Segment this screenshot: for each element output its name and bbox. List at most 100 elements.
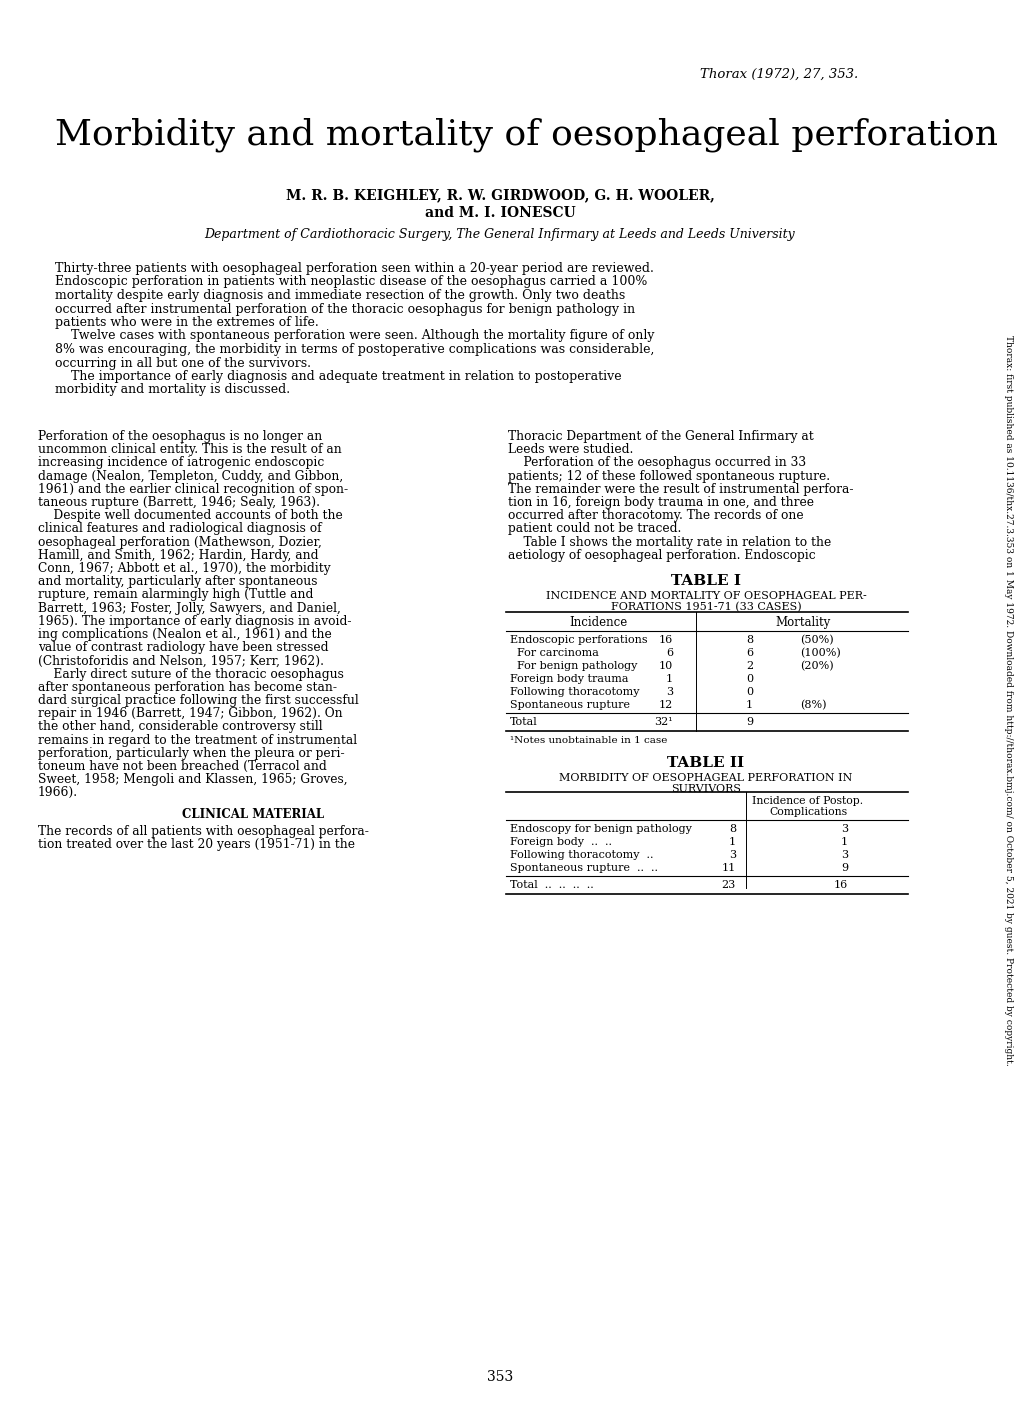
Text: The records of all patients with oesophageal perfora-: The records of all patients with oesopha…: [38, 825, 369, 838]
Text: patient could not be traced.: patient could not be traced.: [507, 523, 681, 535]
Text: 1: 1: [745, 700, 752, 710]
Text: mortality despite early diagnosis and immediate resection of the growth. Only tw: mortality despite early diagnosis and im…: [55, 289, 625, 303]
Text: Conn, 1967; Abbott et al., 1970), the morbidity: Conn, 1967; Abbott et al., 1970), the mo…: [38, 562, 330, 574]
Text: Complications: Complications: [768, 807, 846, 817]
Text: patients who were in the extremes of life.: patients who were in the extremes of lif…: [55, 317, 319, 329]
Text: Twelve cases with spontaneous perforation were seen. Although the mortality figu: Twelve cases with spontaneous perforatio…: [55, 329, 654, 342]
Text: tion treated over the last 20 years (1951-71) in the: tion treated over the last 20 years (195…: [38, 838, 355, 850]
Text: occurring in all but one of the survivors.: occurring in all but one of the survivor…: [55, 356, 311, 370]
Text: FORATIONS 1951-71 (33 CASES): FORATIONS 1951-71 (33 CASES): [610, 602, 801, 612]
Text: toneum have not been breached (Terracol and: toneum have not been breached (Terracol …: [38, 759, 326, 773]
Text: Perforation of the oesophagus occurred in 33: Perforation of the oesophagus occurred i…: [507, 457, 805, 469]
Text: Table I shows the mortality rate in relation to the: Table I shows the mortality rate in rela…: [507, 535, 830, 549]
Text: Following thoracotomy: Following thoracotomy: [510, 686, 639, 698]
Text: Despite well documented accounts of both the: Despite well documented accounts of both…: [38, 509, 342, 523]
Text: the other hand, considerable controversy still: the other hand, considerable controversy…: [38, 720, 322, 733]
Text: (20%): (20%): [799, 661, 833, 671]
Text: 8% was encouraging, the morbidity in terms of postoperative complications was co: 8% was encouraging, the morbidity in ter…: [55, 343, 654, 356]
Text: occurred after instrumental perforation of the thoracic oesophagus for benign pa: occurred after instrumental perforation …: [55, 303, 635, 315]
Text: 6: 6: [745, 649, 752, 658]
Text: remains in regard to the treatment of instrumental: remains in regard to the treatment of in…: [38, 734, 357, 747]
Text: Hamill, and Smith, 1962; Hardin, Hardy, and: Hamill, and Smith, 1962; Hardin, Hardy, …: [38, 549, 318, 562]
Text: Foreign body trauma: Foreign body trauma: [510, 674, 628, 684]
Text: 3: 3: [665, 686, 673, 698]
Text: For carcinoma: For carcinoma: [510, 649, 598, 658]
Text: 1: 1: [840, 836, 847, 848]
Text: SURVIVORS: SURVIVORS: [671, 785, 740, 794]
Text: 8: 8: [729, 824, 736, 834]
Text: Total  ..  ..  ..  ..: Total .. .. .. ..: [510, 880, 593, 890]
Text: value of contrast radiology have been stressed: value of contrast radiology have been st…: [38, 642, 328, 654]
Text: For benign pathology: For benign pathology: [510, 661, 637, 671]
Text: Thorax (1972), 27, 353.: Thorax (1972), 27, 353.: [699, 69, 857, 81]
Text: Thorax: first published as 10.1136/thx.27.3.353 on 1 May 1972. Downloaded from h: Thorax: first published as 10.1136/thx.2…: [1003, 335, 1012, 1065]
Text: Department of Cardiothoracic Surgery, The General Infirmary at Leeds and Leeds U: Department of Cardiothoracic Surgery, Th…: [205, 228, 795, 241]
Text: 6: 6: [665, 649, 673, 658]
Text: 11: 11: [721, 863, 736, 873]
Text: aetiology of oesophageal perforation. Endoscopic: aetiology of oesophageal perforation. En…: [507, 549, 815, 562]
Text: Morbidity and mortality of oesophageal perforation: Morbidity and mortality of oesophageal p…: [55, 118, 997, 153]
Text: 0: 0: [745, 674, 752, 684]
Text: taneous rupture (Barrett, 1946; Sealy, 1963).: taneous rupture (Barrett, 1946; Sealy, 1…: [38, 496, 320, 509]
Text: Total: Total: [510, 717, 537, 727]
Text: oesophageal perforation (Mathewson, Dozier,: oesophageal perforation (Mathewson, Dozi…: [38, 535, 322, 549]
Text: The remainder were the result of instrumental perfora-: The remainder were the result of instrum…: [507, 483, 853, 496]
Text: 9: 9: [840, 863, 847, 873]
Text: 16: 16: [658, 635, 673, 644]
Text: 9: 9: [745, 717, 752, 727]
Text: increasing incidence of iatrogenic endoscopic: increasing incidence of iatrogenic endos…: [38, 457, 324, 469]
Text: 0: 0: [745, 686, 752, 698]
Text: 12: 12: [658, 700, 673, 710]
Text: patients; 12 of these followed spontaneous rupture.: patients; 12 of these followed spontaneo…: [507, 469, 829, 482]
Text: Incidence: Incidence: [569, 616, 627, 629]
Text: dard surgical practice following the first successful: dard surgical practice following the fir…: [38, 693, 359, 708]
Text: Foreign body  ..  ..: Foreign body .. ..: [510, 836, 611, 848]
Text: (Christoforidis and Nelson, 1957; Kerr, 1962).: (Christoforidis and Nelson, 1957; Kerr, …: [38, 654, 324, 667]
Text: Leeds were studied.: Leeds were studied.: [507, 443, 633, 457]
Text: Thoracic Department of the General Infirmary at: Thoracic Department of the General Infir…: [507, 430, 813, 443]
Text: Spontaneous rupture: Spontaneous rupture: [510, 700, 630, 710]
Text: 353: 353: [486, 1370, 513, 1384]
Text: 1965). The importance of early diagnosis in avoid-: 1965). The importance of early diagnosis…: [38, 615, 352, 628]
Text: uncommon clinical entity. This is the result of an: uncommon clinical entity. This is the re…: [38, 443, 341, 457]
Text: damage (Nealon, Templeton, Cuddy, and Gibbon,: damage (Nealon, Templeton, Cuddy, and Gi…: [38, 469, 343, 482]
Text: 3: 3: [840, 824, 847, 834]
Text: INCIDENCE AND MORTALITY OF OESOPHAGEAL PER-: INCIDENCE AND MORTALITY OF OESOPHAGEAL P…: [545, 591, 865, 601]
Text: ing complications (Nealon et al., 1961) and the: ing complications (Nealon et al., 1961) …: [38, 628, 331, 642]
Text: M. R. B. KEIGHLEY, R. W. GIRDWOOD, G. H. WOOLER,: M. R. B. KEIGHLEY, R. W. GIRDWOOD, G. H.…: [285, 188, 713, 202]
Text: Perforation of the oesophagus is no longer an: Perforation of the oesophagus is no long…: [38, 430, 322, 443]
Text: Endoscopic perforation in patients with neoplastic disease of the oesophagus car: Endoscopic perforation in patients with …: [55, 276, 647, 289]
Text: MORBIDITY OF OESOPHAGEAL PERFORATION IN: MORBIDITY OF OESOPHAGEAL PERFORATION IN: [558, 773, 852, 783]
Text: 3: 3: [729, 850, 736, 860]
Text: 1: 1: [665, 674, 673, 684]
Text: and mortality, particularly after spontaneous: and mortality, particularly after sponta…: [38, 576, 317, 588]
Text: 23: 23: [721, 880, 736, 890]
Text: Barrett, 1963; Foster, Jolly, Sawyers, and Daniel,: Barrett, 1963; Foster, Jolly, Sawyers, a…: [38, 601, 340, 615]
Text: clinical features and radiological diagnosis of: clinical features and radiological diagn…: [38, 523, 321, 535]
Text: Thirty-three patients with oesophageal perforation seen within a 20-year period : Thirty-three patients with oesophageal p…: [55, 262, 653, 275]
Text: CLINICAL MATERIAL: CLINICAL MATERIAL: [181, 807, 324, 821]
Text: and M. I. IONESCU: and M. I. IONESCU: [424, 206, 575, 220]
Text: 16: 16: [833, 880, 847, 890]
Text: TABLE I: TABLE I: [671, 574, 740, 588]
Text: 1: 1: [729, 836, 736, 848]
Text: Incidence of Postop.: Incidence of Postop.: [752, 796, 863, 806]
Text: Endoscopy for benign pathology: Endoscopy for benign pathology: [510, 824, 691, 834]
Text: The importance of early diagnosis and adequate treatment in relation to postoper: The importance of early diagnosis and ad…: [55, 370, 621, 382]
Text: TABLE II: TABLE II: [666, 757, 744, 771]
Text: 1961) and the earlier clinical recognition of spon-: 1961) and the earlier clinical recogniti…: [38, 483, 347, 496]
Text: 3: 3: [840, 850, 847, 860]
Text: ¹Notes unobtainable in 1 case: ¹Notes unobtainable in 1 case: [510, 736, 666, 745]
Text: Mortality: Mortality: [774, 616, 829, 629]
Text: perforation, particularly when the pleura or peri-: perforation, particularly when the pleur…: [38, 747, 344, 759]
Text: after spontaneous perforation has become stan-: after spontaneous perforation has become…: [38, 681, 336, 693]
Text: occurred after thoracotomy. The records of one: occurred after thoracotomy. The records …: [507, 509, 803, 523]
Text: Following thoracotomy  ..: Following thoracotomy ..: [510, 850, 653, 860]
Text: 8: 8: [745, 635, 752, 644]
Text: Early direct suture of the thoracic oesophagus: Early direct suture of the thoracic oeso…: [38, 668, 343, 681]
Text: Endoscopic perforations: Endoscopic perforations: [510, 635, 647, 644]
Text: 2: 2: [745, 661, 752, 671]
Text: repair in 1946 (Barrett, 1947; Gibbon, 1962). On: repair in 1946 (Barrett, 1947; Gibbon, 1…: [38, 708, 342, 720]
Text: (8%): (8%): [799, 700, 825, 710]
Text: (50%): (50%): [799, 635, 833, 646]
